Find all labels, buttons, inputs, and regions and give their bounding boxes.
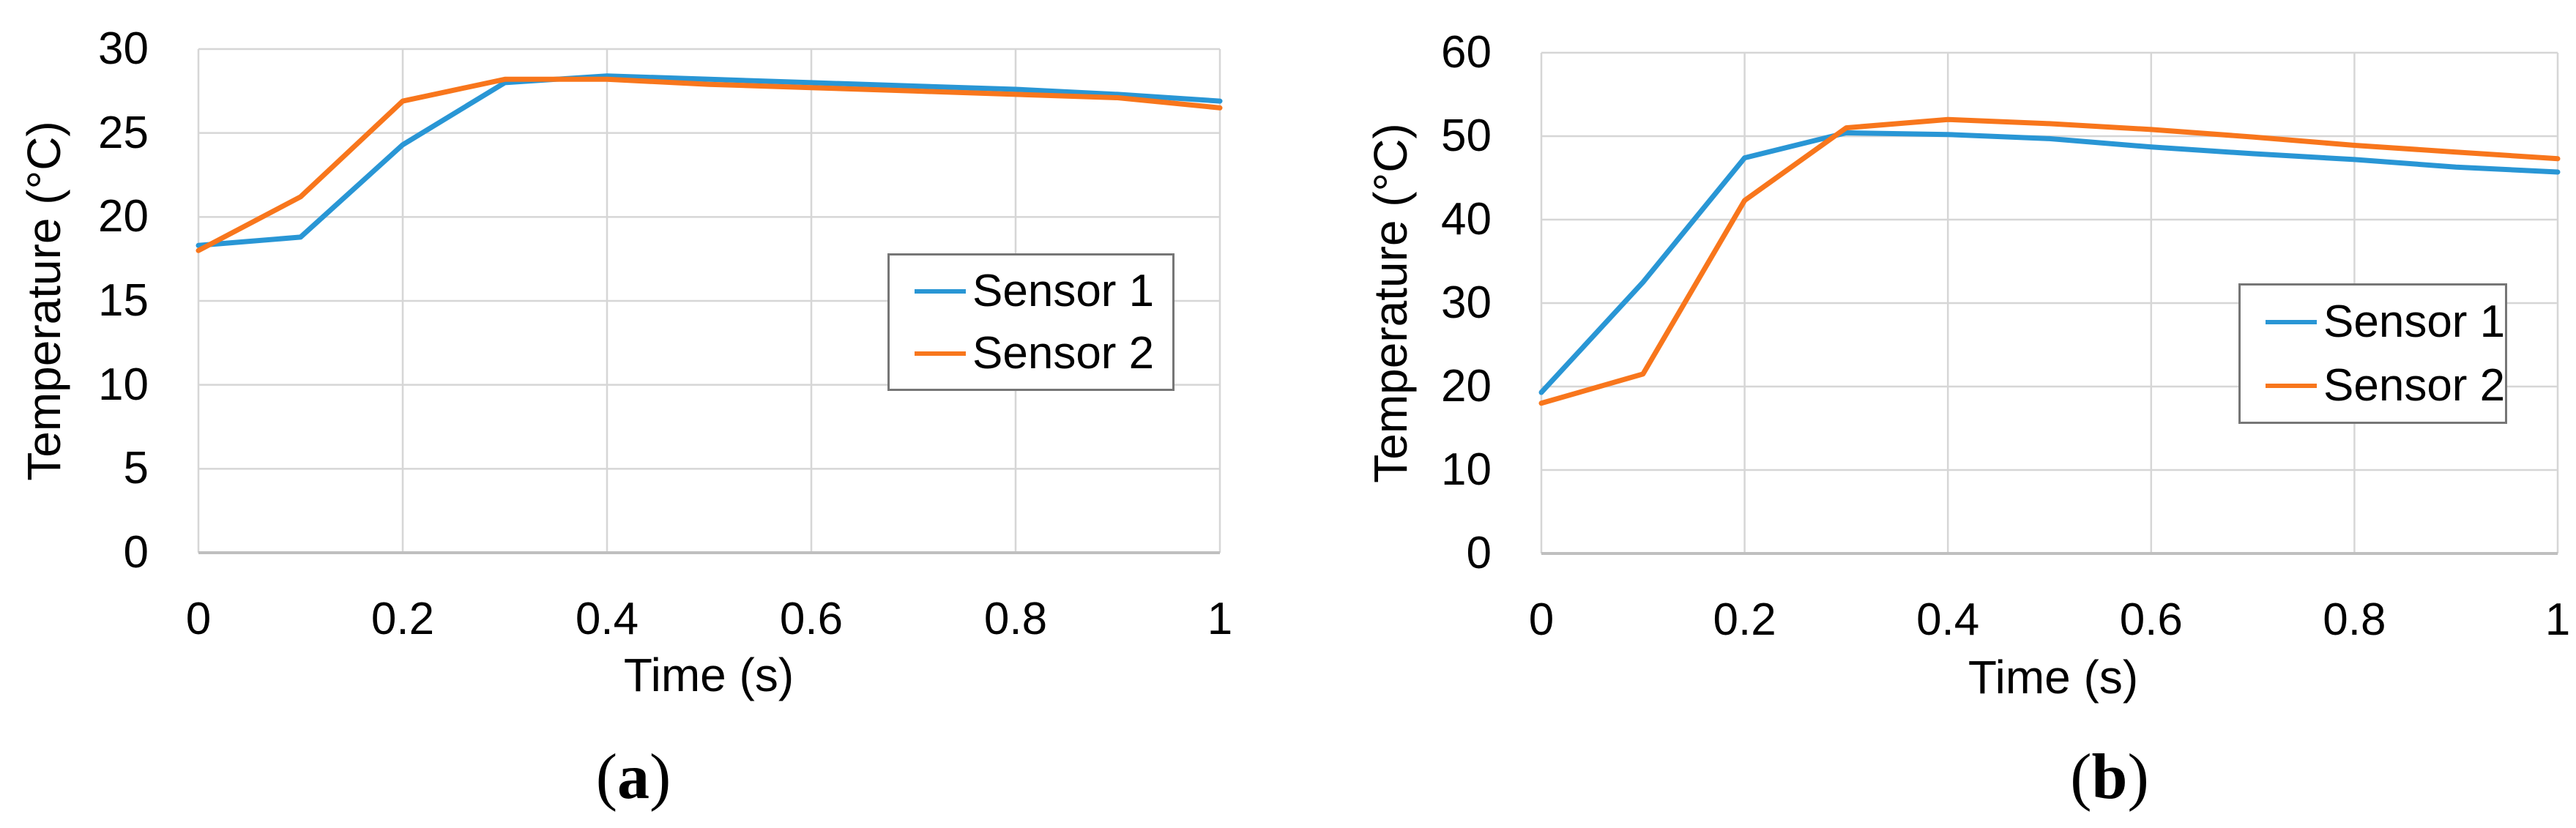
legend-line-sensor-2-icon <box>915 351 966 356</box>
legend: Sensor 1 Sensor 2 <box>887 253 1175 391</box>
panel-label-open: ( <box>2070 742 2092 813</box>
y-tick-label: 60 <box>1441 27 1492 78</box>
x-tick-label: 0.4 <box>1916 594 1980 645</box>
panel-label-close: ) <box>649 742 671 813</box>
y-tick-label: 0 <box>1466 528 1492 578</box>
panel-label-open: ( <box>595 742 617 813</box>
legend-label-sensor-1: Sensor 1 <box>972 265 1155 316</box>
panel-label-close: ) <box>2127 742 2149 813</box>
legend: Sensor 1 Sensor 2 <box>2238 283 2507 424</box>
series-line-sensor-1 <box>1538 130 2561 395</box>
legend-item-sensor-1: Sensor 1 <box>915 265 1164 316</box>
chart-panel-b: Temperature (°C) Sensor 1 Sensor 2 Time … <box>1288 0 2576 828</box>
y-tick-label: 10 <box>98 359 149 410</box>
y-tick-label: 15 <box>98 275 149 326</box>
x-tick-label: 0.8 <box>983 594 1048 644</box>
panel-label-a: (a) <box>596 745 671 810</box>
y-tick-label: 40 <box>1441 194 1492 245</box>
x-tick-label: 1 <box>1207 594 1233 644</box>
legend-label-sensor-1: Sensor 1 <box>2323 296 2506 347</box>
plot-svg <box>1538 51 2561 555</box>
panel-label-letter: b <box>2091 742 2128 813</box>
x-tick-label: 0.6 <box>2119 594 2183 645</box>
y-tick-label: 10 <box>1441 444 1492 495</box>
legend-label-sensor-2: Sensor 2 <box>2323 359 2506 411</box>
x-axis-title: Time (s) <box>623 649 794 701</box>
plot-area: Sensor 1 Sensor 2 <box>1538 51 2561 555</box>
y-tick-label: 5 <box>123 443 149 494</box>
x-tick-label: 0.8 <box>2323 594 2386 645</box>
legend-item-sensor-2: Sensor 2 <box>2266 362 2505 409</box>
y-tick-label: 25 <box>98 107 149 158</box>
panel-label-b: (b) <box>2070 745 2149 810</box>
series-line-sensor-2 <box>196 76 1223 253</box>
legend-line-sensor-2-icon <box>2266 383 2317 388</box>
x-tick-label: 1 <box>2545 594 2571 645</box>
x-tick-label: 0.2 <box>1713 594 1776 645</box>
x-tick-label: 0 <box>1528 594 1555 645</box>
x-tick-label: 0.6 <box>779 594 844 644</box>
y-tick-label: 30 <box>98 23 149 74</box>
legend-line-sensor-1-icon <box>2266 319 2317 324</box>
x-tick-label: 0.4 <box>575 594 639 644</box>
panel-label-letter: a <box>617 742 649 813</box>
y-tick-label: 0 <box>123 527 149 578</box>
x-axis-title: Time (s) <box>1968 651 2139 704</box>
series-line-sensor-2 <box>1538 116 2561 406</box>
legend-line-sensor-1-icon <box>915 288 966 294</box>
chart-panel-a: Temperature (°C) Sensor 1 Sensor 2 Time … <box>18 23 1233 810</box>
x-tick-label: 0.2 <box>371 594 435 644</box>
plot-area: Sensor 1 Sensor 2 <box>196 48 1223 554</box>
legend-label-sensor-2: Sensor 2 <box>972 327 1155 378</box>
y-tick-label: 30 <box>1441 277 1492 328</box>
legend-item-sensor-2: Sensor 2 <box>915 327 1164 378</box>
x-tick-label: 0 <box>185 594 212 644</box>
plot-svg <box>196 48 1223 554</box>
series-line-sensor-1 <box>196 73 1223 248</box>
legend-item-sensor-1: Sensor 1 <box>2266 299 2505 345</box>
y-tick-label: 50 <box>1441 111 1492 161</box>
y-tick-label: 20 <box>1441 361 1492 411</box>
y-tick-label: 20 <box>98 191 149 242</box>
